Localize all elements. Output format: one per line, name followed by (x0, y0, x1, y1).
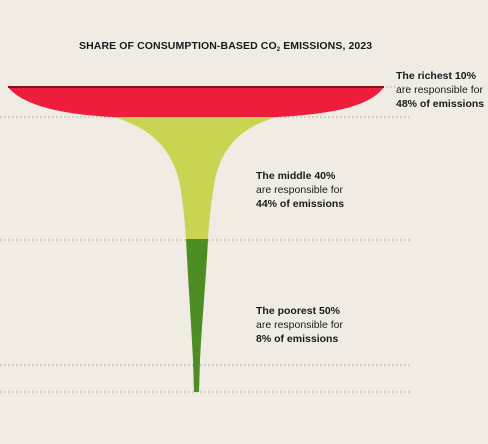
funnel-segment-middle (113, 117, 277, 239)
annotation-middle: The middle 40% are responsible for 44% o… (256, 169, 344, 211)
annotation-richest-text: are responsible for (396, 84, 483, 96)
annotation-richest-share: 48% of emissions (396, 98, 485, 110)
annotation-richest: The richest 10% are responsible for 48% … (396, 69, 484, 111)
funnel-segment-poorest (186, 239, 208, 392)
annotation-poorest-text: are responsible for (256, 319, 343, 331)
annotation-poorest-share: 8% of emissions (256, 333, 339, 345)
annotation-poorest-group: The poorest 50% (256, 305, 341, 317)
annotation-middle-text: are responsible for (256, 184, 343, 196)
annotation-poorest: The poorest 50% are responsible for 8% o… (256, 304, 343, 346)
annotation-middle-group: The middle 40% (256, 170, 336, 182)
funnel-segment-richest (8, 87, 384, 117)
chart-title: SHARE OF CONSUMPTION-BASED CO2 EMISSIONS… (79, 40, 373, 53)
annotation-middle-share: 44% of emissions (256, 198, 345, 210)
annotation-richest-group: The richest 10% (396, 70, 476, 82)
